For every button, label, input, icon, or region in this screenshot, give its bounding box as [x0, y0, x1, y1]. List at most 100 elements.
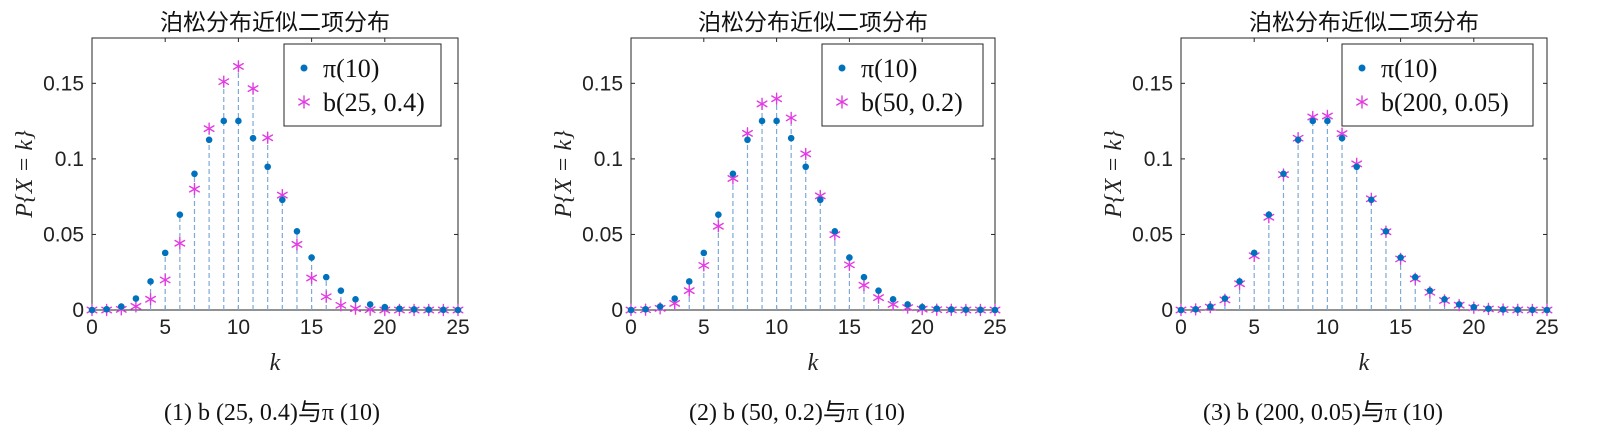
poisson-point	[117, 303, 125, 310]
y-tick-label: 0.1	[1144, 148, 1173, 171]
chart-1: 泊松分布近似二项分布 0 5 10 15 20 25 0 0.05 0.1 0.15 k P{X = k…	[12, 10, 470, 426]
binomial-point	[306, 271, 318, 285]
poisson-point	[962, 306, 970, 313]
legend-poisson-marker	[300, 64, 308, 72]
poisson-point	[1280, 170, 1287, 178]
y-tick-label: 0.05	[1132, 223, 1173, 246]
asterisk-stroke	[698, 261, 710, 269]
poisson-point	[396, 305, 403, 312]
poisson-point	[816, 196, 824, 204]
y-axis-label: P{X = k}	[1101, 130, 1127, 219]
legend-box	[283, 43, 442, 127]
y-tick-label: 0.05	[43, 223, 84, 246]
binomial-point	[262, 131, 274, 144]
asterisk-stroke	[858, 281, 870, 289]
asterisk-stroke	[350, 305, 361, 313]
binomial-point	[756, 97, 768, 111]
poisson-point	[308, 254, 315, 261]
y-tick-label: 0.15	[43, 72, 84, 95]
asterisk-stroke	[829, 231, 841, 239]
poisson-point	[264, 163, 271, 171]
poisson-point	[977, 306, 984, 314]
y-tick-label: 0.05	[582, 223, 623, 246]
x-tick-label: 10	[227, 316, 250, 339]
x-tick-label: 15	[300, 316, 323, 339]
poisson-point	[1499, 306, 1507, 313]
x-tick-label: 0	[625, 316, 637, 339]
poisson-point	[671, 295, 678, 302]
y-axis-label: P{X = k}	[12, 130, 38, 219]
axes-box	[1180, 37, 1548, 311]
binomial-point	[858, 279, 870, 292]
binomial-point	[843, 258, 855, 272]
asterisk-stroke	[712, 222, 724, 230]
poisson-point	[846, 254, 853, 261]
asterisk-stroke	[683, 287, 695, 295]
binomial-point	[203, 122, 215, 135]
poisson-point	[685, 278, 693, 285]
chart-2: 泊松分布近似二项分布 0 5 10 15 20 25 0 0.05 0.1 0.15 k P{X = k…	[551, 10, 1007, 426]
binomial-point	[335, 299, 347, 312]
poisson-point	[1265, 211, 1273, 218]
poisson-point	[366, 301, 374, 308]
asterisk-stroke	[1321, 112, 1333, 120]
poisson-point	[656, 303, 664, 310]
legend: π(10) b(25, 0.4)	[283, 43, 442, 127]
x-tick-label: 20	[911, 316, 934, 339]
asterisk-stroke	[836, 98, 848, 106]
asterisk-stroke	[873, 294, 884, 302]
x-tick-label: 10	[1316, 316, 1339, 339]
poisson-point	[132, 295, 140, 302]
poisson-point	[220, 117, 228, 125]
poisson-point	[1324, 117, 1331, 125]
poisson-point	[875, 287, 882, 294]
poisson-point	[454, 306, 462, 314]
poisson-point	[1441, 295, 1448, 303]
poisson-point	[1206, 303, 1214, 310]
poisson-point	[904, 301, 911, 308]
poisson-point	[279, 196, 286, 204]
poisson-point	[337, 287, 345, 294]
asterisk-stroke	[232, 62, 244, 70]
binomial-point	[712, 220, 724, 233]
asterisk-stroke	[364, 306, 376, 314]
chart-caption: (3) b (200, 0.05)与π (10)	[1203, 400, 1443, 426]
poisson-point	[860, 273, 868, 281]
asterisk-stroke	[203, 125, 215, 133]
asterisk-stroke	[1307, 113, 1319, 121]
poisson-point	[1294, 136, 1302, 144]
x-axis-label: k	[808, 350, 819, 376]
asterisk-stroke	[800, 150, 812, 158]
poisson-point	[1236, 278, 1243, 285]
asterisk-stroke	[742, 129, 753, 137]
asterisk-stroke	[130, 302, 142, 310]
asterisk-stroke	[669, 299, 681, 307]
poisson-point	[729, 170, 737, 178]
x-tick-label: 5	[1248, 316, 1260, 339]
asterisk-stroke	[771, 95, 783, 103]
asterisk-stroke	[756, 100, 768, 108]
binomial-point	[350, 302, 361, 315]
legend: π(10) b(200, 0.05)	[1341, 43, 1534, 127]
poisson-point	[889, 295, 897, 303]
poisson-point	[1250, 249, 1258, 257]
poisson-point	[88, 306, 96, 314]
poisson-point	[440, 306, 447, 314]
poisson-point	[1309, 117, 1317, 125]
asterisk-stroke	[174, 239, 186, 247]
y-tick-label: 0	[1161, 299, 1173, 322]
poisson-point	[933, 305, 941, 312]
chart-title: 泊松分布近似二项分布	[698, 10, 928, 36]
poisson-point	[787, 134, 795, 142]
binomial-point	[698, 259, 710, 272]
poisson-point	[205, 136, 213, 144]
poisson-point	[1177, 306, 1185, 314]
poisson-point	[627, 306, 635, 314]
poisson-point	[191, 170, 198, 178]
poisson-point	[1470, 303, 1478, 311]
axes-box	[91, 37, 459, 311]
legend-box	[821, 43, 984, 127]
binomial-point	[159, 273, 171, 287]
asterisk-stroke	[727, 175, 739, 182]
poisson-point	[1411, 273, 1419, 281]
